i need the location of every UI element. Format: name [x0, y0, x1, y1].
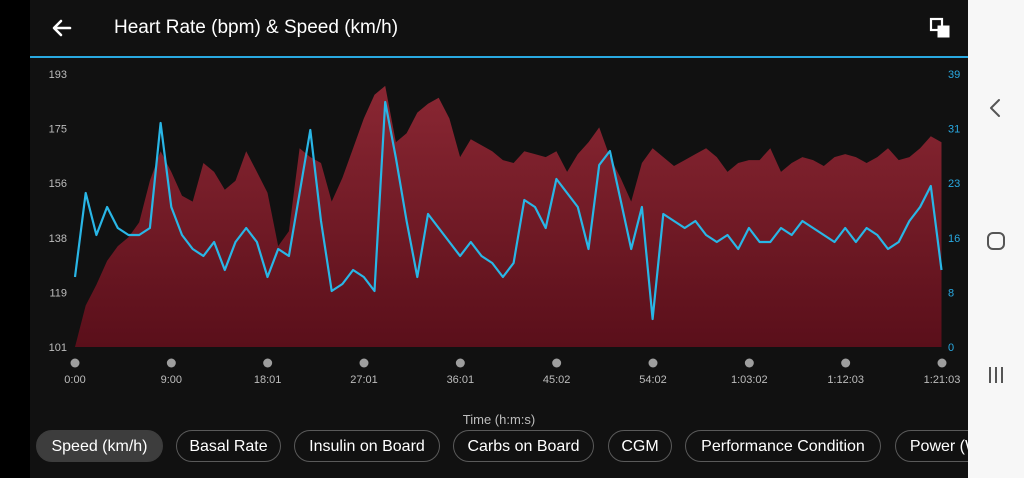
page-title: Heart Rate (bpm) & Speed (km/h): [114, 17, 399, 38]
y-left-tick-label: 156: [49, 178, 67, 190]
hr-area: [75, 85, 942, 348]
y-right-tick-label: 8: [948, 287, 954, 299]
y-left-tick-label: 119: [49, 287, 67, 299]
x-tick-label: 54:02: [639, 374, 667, 386]
expand-icon: [929, 17, 950, 38]
system-nav-bar: [968, 0, 1024, 478]
x-tick-label: 1:21:03: [924, 374, 961, 386]
nav-home-icon: [987, 232, 1005, 250]
y-left-tick-label: 175: [49, 124, 67, 136]
chip-insulin-on-board[interactable]: Insulin on Board: [294, 430, 440, 462]
speed-line: [73, 100, 943, 321]
y-left-tick-label: 193: [49, 69, 67, 81]
x-tick-label: 1:03:02: [731, 374, 768, 386]
speed-series: [73, 100, 943, 321]
back-button[interactable]: [48, 14, 76, 42]
hr-series: [75, 85, 942, 348]
y-axis-right: 39 31 23 16 8 0: [948, 69, 960, 354]
nav-back-button[interactable]: [982, 94, 1010, 122]
y-right-tick-label: 16: [948, 233, 960, 245]
nav-back-icon: [990, 99, 1000, 117]
y-left-tick-label: 138: [49, 233, 67, 245]
x-axis-title: Time (h:m:s): [462, 412, 536, 427]
chip-carbs-on-board[interactable]: Carbs on Board: [453, 430, 594, 462]
app-window: Heart Rate (bpm) & Speed (km/h) 193 175 15…: [30, 0, 968, 478]
y-axis-left: 193 175 156 138 119 101: [49, 69, 67, 354]
app-header: Heart Rate (bpm) & Speed (km/h): [30, 0, 968, 56]
y-right-tick-label: 39: [948, 69, 960, 81]
x-tick-dot[interactable]: [70, 358, 80, 368]
x-tick-label: 1:12:03: [827, 374, 864, 386]
x-tick-dot[interactable]: [648, 358, 658, 368]
chip-speed[interactable]: Speed (km/h): [36, 430, 163, 462]
back-arrow-icon: [52, 19, 72, 37]
nav-recents-button[interactable]: [982, 361, 1010, 389]
chip-performance-condition[interactable]: Performance Condition: [685, 430, 881, 462]
x-tick-label: 45:02: [543, 374, 571, 386]
hr-speed-chart: 193 175 156 138 119 101 39 31 23 16 8 0 0:00 9:00 18…: [49, 69, 961, 387]
nav-recents-icon: [989, 367, 1003, 383]
chip-basal-rate[interactable]: Basal Rate: [176, 430, 281, 462]
x-tick-label: 0:00: [64, 374, 85, 386]
x-tick-dot[interactable]: [359, 358, 369, 368]
left-screen-edge: [0, 0, 30, 478]
chip-power[interactable]: Power (W: [895, 430, 968, 462]
nav-home-button[interactable]: [982, 227, 1010, 255]
x-tick-label: 9:00: [161, 374, 182, 386]
x-tick-label: 27:01: [350, 374, 378, 386]
x-tick-dot[interactable]: [455, 358, 465, 368]
y-right-tick-label: 31: [948, 124, 960, 136]
x-tick-dot[interactable]: [552, 358, 562, 368]
expand-button[interactable]: [928, 16, 952, 40]
y-right-tick-label: 23: [948, 178, 960, 190]
y-right-tick-label: 0: [948, 342, 954, 354]
x-tick-label: 18:01: [254, 374, 282, 386]
x-tick-dot[interactable]: [841, 358, 851, 368]
chip-cgm[interactable]: CGM: [608, 430, 672, 462]
x-tick-dot[interactable]: [263, 358, 273, 368]
x-tick-dot[interactable]: [166, 358, 176, 368]
x-tick-label: 36:01: [447, 374, 475, 386]
x-tick-dot[interactable]: [937, 358, 947, 368]
y-left-tick-label: 101: [49, 342, 67, 354]
x-axis[interactable]: 0:00 9:00 18:01 27:01 36:01 45:02 54:02 1:03:02…: [64, 358, 961, 387]
header-accent-line: [30, 56, 968, 58]
x-tick-dot[interactable]: [744, 358, 754, 368]
